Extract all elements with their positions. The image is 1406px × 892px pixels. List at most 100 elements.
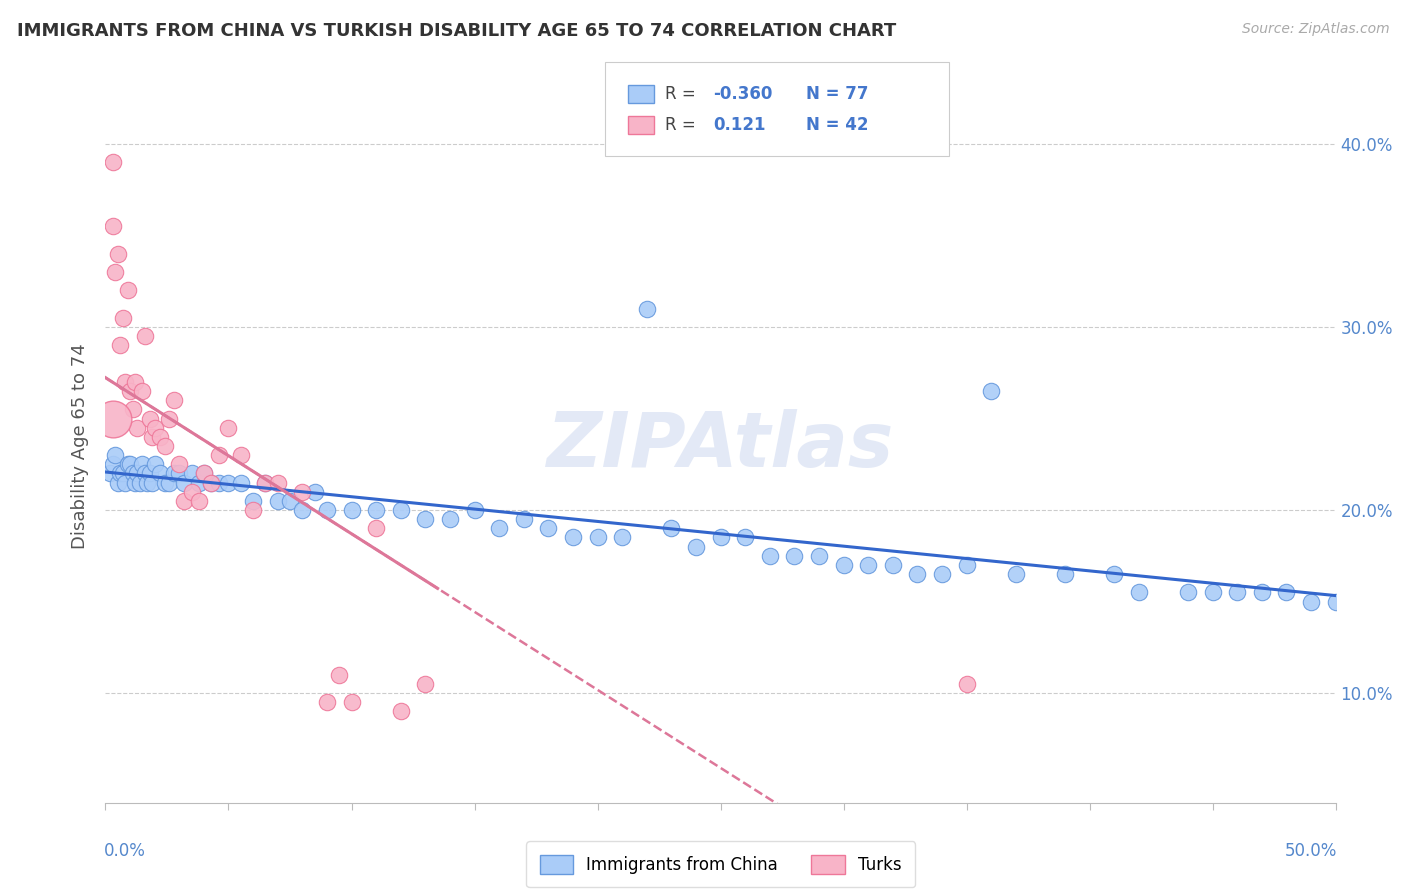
Text: ZIPAtlas: ZIPAtlas (547, 409, 894, 483)
Point (304, 484, 326, 499)
Point (242, 503, 264, 517)
Point (562, 531, 585, 545)
Text: -0.360: -0.360 (713, 85, 772, 103)
Point (254, 475, 277, 490)
Point (127, 420, 149, 434)
Point (200, 475, 222, 490)
Point (366, 503, 388, 517)
Point (153, 475, 176, 490)
Point (107, 475, 129, 490)
Text: 0.121: 0.121 (713, 116, 765, 134)
Y-axis label: Disability Age 65 to 74: Disability Age 65 to 74 (72, 343, 90, 549)
Point (513, 512, 536, 526)
Point (661, 521, 683, 535)
Point (98, 467, 122, 481)
Point (134, 329, 156, 343)
Point (117, 284, 139, 298)
Point (685, 540, 707, 554)
Point (389, 704, 412, 718)
Point (153, 439, 176, 453)
Point (104, 265, 127, 279)
Point (1324, 594, 1347, 608)
Point (163, 393, 186, 408)
Point (104, 448, 127, 462)
Point (169, 458, 191, 472)
Point (180, 467, 202, 481)
Point (267, 494, 290, 508)
Point (291, 503, 314, 517)
Point (173, 494, 195, 508)
Point (1226, 585, 1249, 599)
Point (783, 549, 806, 563)
Point (180, 484, 202, 499)
Text: N = 77: N = 77 (806, 85, 868, 103)
Point (107, 247, 129, 261)
Point (1275, 585, 1298, 599)
Point (636, 301, 658, 316)
Point (124, 375, 146, 389)
Point (586, 531, 609, 545)
Point (173, 475, 195, 490)
Point (1102, 567, 1125, 582)
Text: N = 42: N = 42 (806, 116, 868, 134)
Point (111, 310, 134, 325)
Point (439, 512, 461, 526)
Point (315, 695, 337, 709)
Point (610, 531, 633, 545)
Point (124, 475, 146, 490)
Point (114, 475, 136, 490)
Point (169, 467, 191, 481)
Point (858, 558, 880, 572)
Point (143, 458, 166, 472)
Point (291, 484, 314, 499)
Point (537, 521, 560, 535)
Point (143, 420, 166, 434)
Point (110, 467, 132, 481)
Point (710, 531, 733, 545)
Point (117, 458, 139, 472)
Point (138, 411, 162, 425)
Point (1054, 567, 1077, 582)
Point (254, 475, 277, 490)
Point (208, 448, 231, 462)
Point (101, 411, 124, 425)
Point (956, 677, 979, 691)
Point (366, 521, 388, 535)
Point (1128, 585, 1150, 599)
Point (163, 467, 186, 481)
Point (1177, 585, 1199, 599)
Text: IMMIGRANTS FROM CHINA VS TURKISH DISABILITY AGE 65 TO 74 CORRELATION CHART: IMMIGRANTS FROM CHINA VS TURKISH DISABIL… (17, 22, 896, 40)
Point (110, 338, 132, 352)
Point (340, 695, 363, 709)
Point (188, 475, 211, 490)
Point (907, 567, 929, 582)
Point (188, 494, 211, 508)
Point (218, 475, 240, 490)
Point (200, 475, 222, 490)
Point (120, 384, 141, 398)
Point (415, 512, 437, 526)
Point (931, 567, 953, 582)
Point (832, 558, 855, 572)
Point (1004, 567, 1026, 582)
Point (149, 467, 172, 481)
Point (101, 155, 124, 169)
Text: R =: R = (665, 85, 702, 103)
Point (1251, 585, 1274, 599)
Point (131, 458, 153, 472)
Point (121, 402, 143, 417)
Point (807, 549, 830, 563)
Point (159, 475, 180, 490)
Point (131, 384, 153, 398)
Point (134, 467, 156, 481)
Point (278, 494, 301, 508)
Point (980, 384, 1002, 398)
Legend: Immigrants from China, Turks: Immigrants from China, Turks (526, 841, 915, 888)
Point (242, 494, 264, 508)
Point (141, 475, 163, 490)
Text: 50.0%: 50.0% (1285, 842, 1337, 860)
Point (127, 467, 149, 481)
Point (328, 667, 350, 681)
Text: 0.0%: 0.0% (104, 842, 146, 860)
Point (101, 219, 124, 234)
